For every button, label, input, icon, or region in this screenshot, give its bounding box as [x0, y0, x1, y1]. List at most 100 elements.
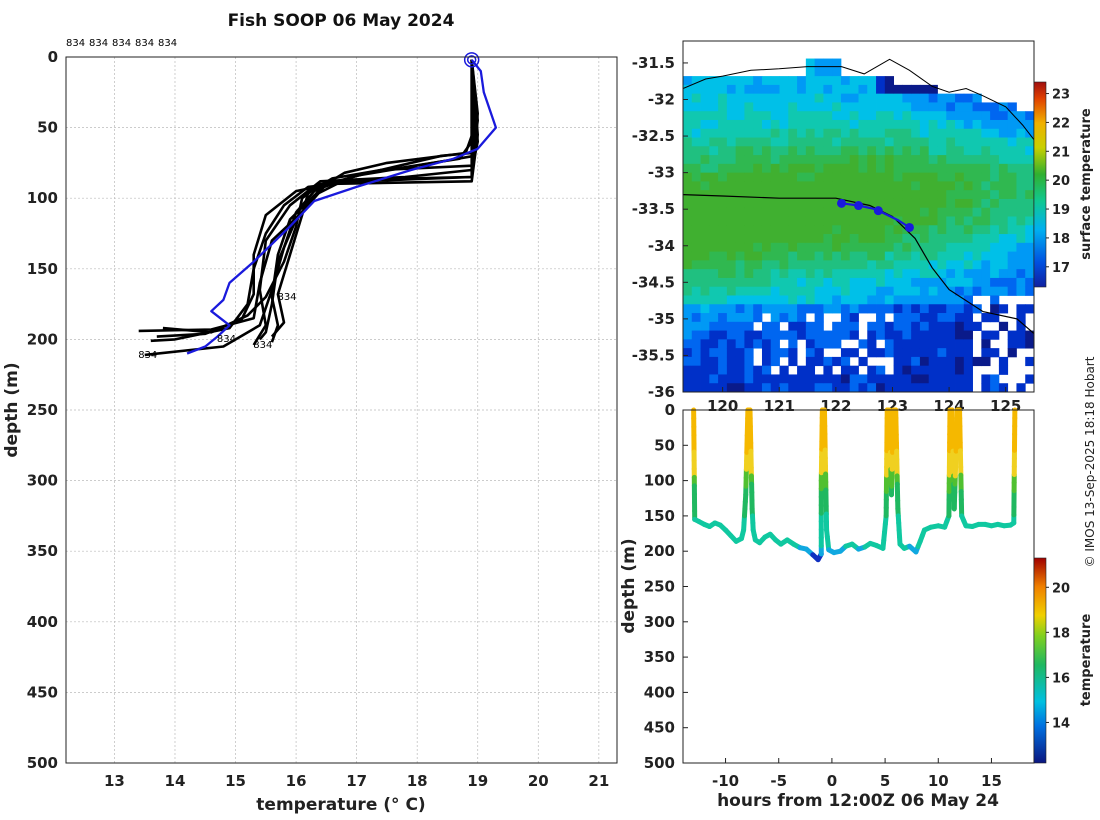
sst-cell — [700, 339, 710, 349]
sst-cell — [691, 339, 701, 349]
sst-cell — [884, 330, 895, 340]
sst-cell — [726, 163, 737, 174]
sst-cell — [797, 269, 807, 279]
sst-cell — [832, 321, 842, 331]
sst-cell — [814, 146, 824, 156]
sst-cell — [884, 181, 895, 191]
sst-cell — [1007, 137, 1017, 147]
sst-cell — [779, 207, 789, 217]
sst-cell — [761, 111, 772, 121]
sst-cell — [753, 155, 763, 165]
sst-cell — [823, 365, 833, 375]
sst-cell — [1025, 260, 1034, 270]
sst-cell — [893, 365, 903, 375]
sst-cell — [946, 119, 956, 130]
sst-cell — [1025, 251, 1034, 261]
sst-cell — [928, 137, 938, 147]
sst-cell — [946, 374, 956, 384]
sst-cell — [691, 234, 701, 244]
sst-cell — [893, 304, 903, 314]
sst-cell — [928, 172, 938, 182]
sst-cell — [814, 119, 824, 130]
sst-cell — [884, 146, 895, 156]
sst-cell — [902, 128, 912, 138]
sst-cell — [726, 383, 737, 392]
sst-cell — [963, 128, 973, 138]
sst-cell — [876, 321, 886, 331]
sst-cell — [797, 111, 807, 121]
sst-cell — [840, 190, 851, 200]
sst-cell — [744, 313, 754, 323]
sst-cell — [788, 286, 798, 296]
sst-cell — [972, 119, 982, 130]
sst-cell — [1007, 339, 1017, 349]
sst-cell — [928, 260, 938, 270]
sst-cell — [814, 286, 824, 296]
sst-cell — [893, 190, 903, 200]
sst-cell — [770, 198, 780, 209]
sst-cell — [963, 313, 973, 323]
sst-cell — [867, 207, 877, 217]
sst-cell — [788, 321, 798, 331]
sst-cell — [814, 207, 824, 217]
sst-cell — [814, 93, 824, 103]
sst-cell — [683, 286, 693, 296]
sst-cell — [972, 102, 982, 112]
sst-cell — [1025, 234, 1034, 244]
sst-cell — [981, 234, 991, 244]
sst-cell — [928, 119, 938, 130]
sst-cell — [937, 374, 947, 384]
sst-cell — [1007, 348, 1017, 358]
sst-cell — [998, 234, 1009, 244]
depth-time-axes-box — [682, 409, 1035, 764]
sst-cell — [911, 216, 921, 226]
sst-cell — [797, 295, 807, 305]
depth-time-ytick: 0 — [665, 401, 675, 419]
sst-cell — [981, 242, 991, 253]
sst-cell — [814, 102, 824, 112]
sst-cell — [1007, 190, 1017, 200]
sst-cell — [709, 313, 719, 323]
sst-cell — [858, 225, 868, 235]
sst-cell — [946, 295, 956, 305]
sst-cell — [709, 190, 719, 200]
sst-cell — [911, 295, 921, 305]
sst-cell — [788, 76, 798, 86]
sst-cell — [683, 295, 693, 305]
sst-cell — [972, 234, 982, 244]
sst-cell — [735, 330, 745, 340]
sst-cell — [876, 155, 886, 165]
sst-cell — [718, 313, 728, 323]
sst-cell — [955, 190, 965, 200]
sst-cell — [919, 295, 930, 305]
sst-cell — [691, 119, 701, 130]
sst-cell — [761, 119, 772, 130]
sst-cell — [823, 269, 833, 279]
sst-cell — [876, 374, 886, 384]
sst-cell — [753, 111, 763, 121]
sst-cell — [753, 76, 763, 86]
sst-cell — [963, 181, 973, 191]
sst-cell — [955, 383, 965, 392]
sst-cell — [797, 216, 807, 226]
sst-cell — [718, 216, 728, 226]
sst-cell — [788, 330, 798, 340]
sst-cell — [990, 111, 1000, 121]
profile-top-labels: 834 834 834 834 834 — [66, 38, 177, 49]
sst-cell — [761, 234, 772, 244]
sst-cell — [788, 383, 798, 392]
sst-cell — [884, 172, 895, 182]
sst-cell — [761, 339, 772, 349]
sst-cell — [805, 251, 816, 261]
sst-cell — [735, 339, 745, 349]
sst-cell — [919, 321, 930, 331]
sst-cell — [832, 172, 842, 182]
sst-cell — [893, 374, 903, 384]
sst-cell — [963, 269, 973, 279]
sst-cell — [832, 374, 842, 384]
sst-cell — [919, 330, 930, 340]
sst-cell — [735, 383, 745, 392]
sst-cell — [867, 321, 877, 331]
sst-cell — [946, 172, 956, 182]
sst-cell — [770, 155, 780, 165]
